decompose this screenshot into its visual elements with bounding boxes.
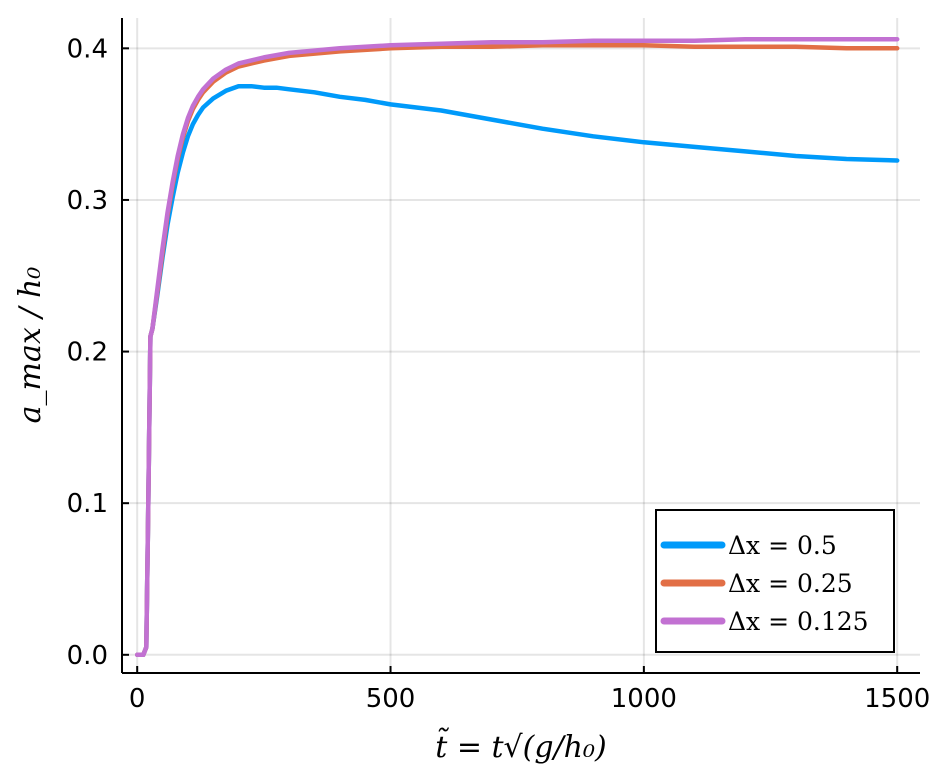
x-tick-label: 1500 — [864, 684, 930, 714]
legend: Δx = 0.5 Δx = 0.25 Δx = 0.125 — [655, 509, 895, 653]
legend-label-2: Δx = 0.25 — [728, 569, 853, 598]
legend-label-1: Δx = 0.5 — [728, 531, 837, 560]
x-tick-label: 1000 — [611, 684, 677, 714]
y-tick-label: 0.3 — [67, 186, 108, 216]
y-tick-label: 0.0 — [67, 641, 108, 671]
y-axis-label: a_max / h₀ — [13, 267, 48, 424]
series-lines — [134, 36, 900, 658]
x-tick-label: 500 — [366, 684, 416, 714]
x-axis-label: t̃ = t√(g/h₀) — [435, 727, 607, 765]
series-line-3 — [134, 36, 900, 658]
y-tick-label: 0.1 — [67, 489, 108, 519]
legend-label-3: Δx = 0.125 — [728, 607, 869, 636]
axes — [121, 18, 920, 674]
y-tick-label: 0.2 — [67, 338, 108, 368]
y-tick-label: 0.4 — [67, 34, 108, 64]
ticks: 0 500 1000 1500 0.0 0.1 0.2 0.3 0.4 — [67, 34, 931, 714]
x-tick-label: 0 — [129, 684, 146, 714]
